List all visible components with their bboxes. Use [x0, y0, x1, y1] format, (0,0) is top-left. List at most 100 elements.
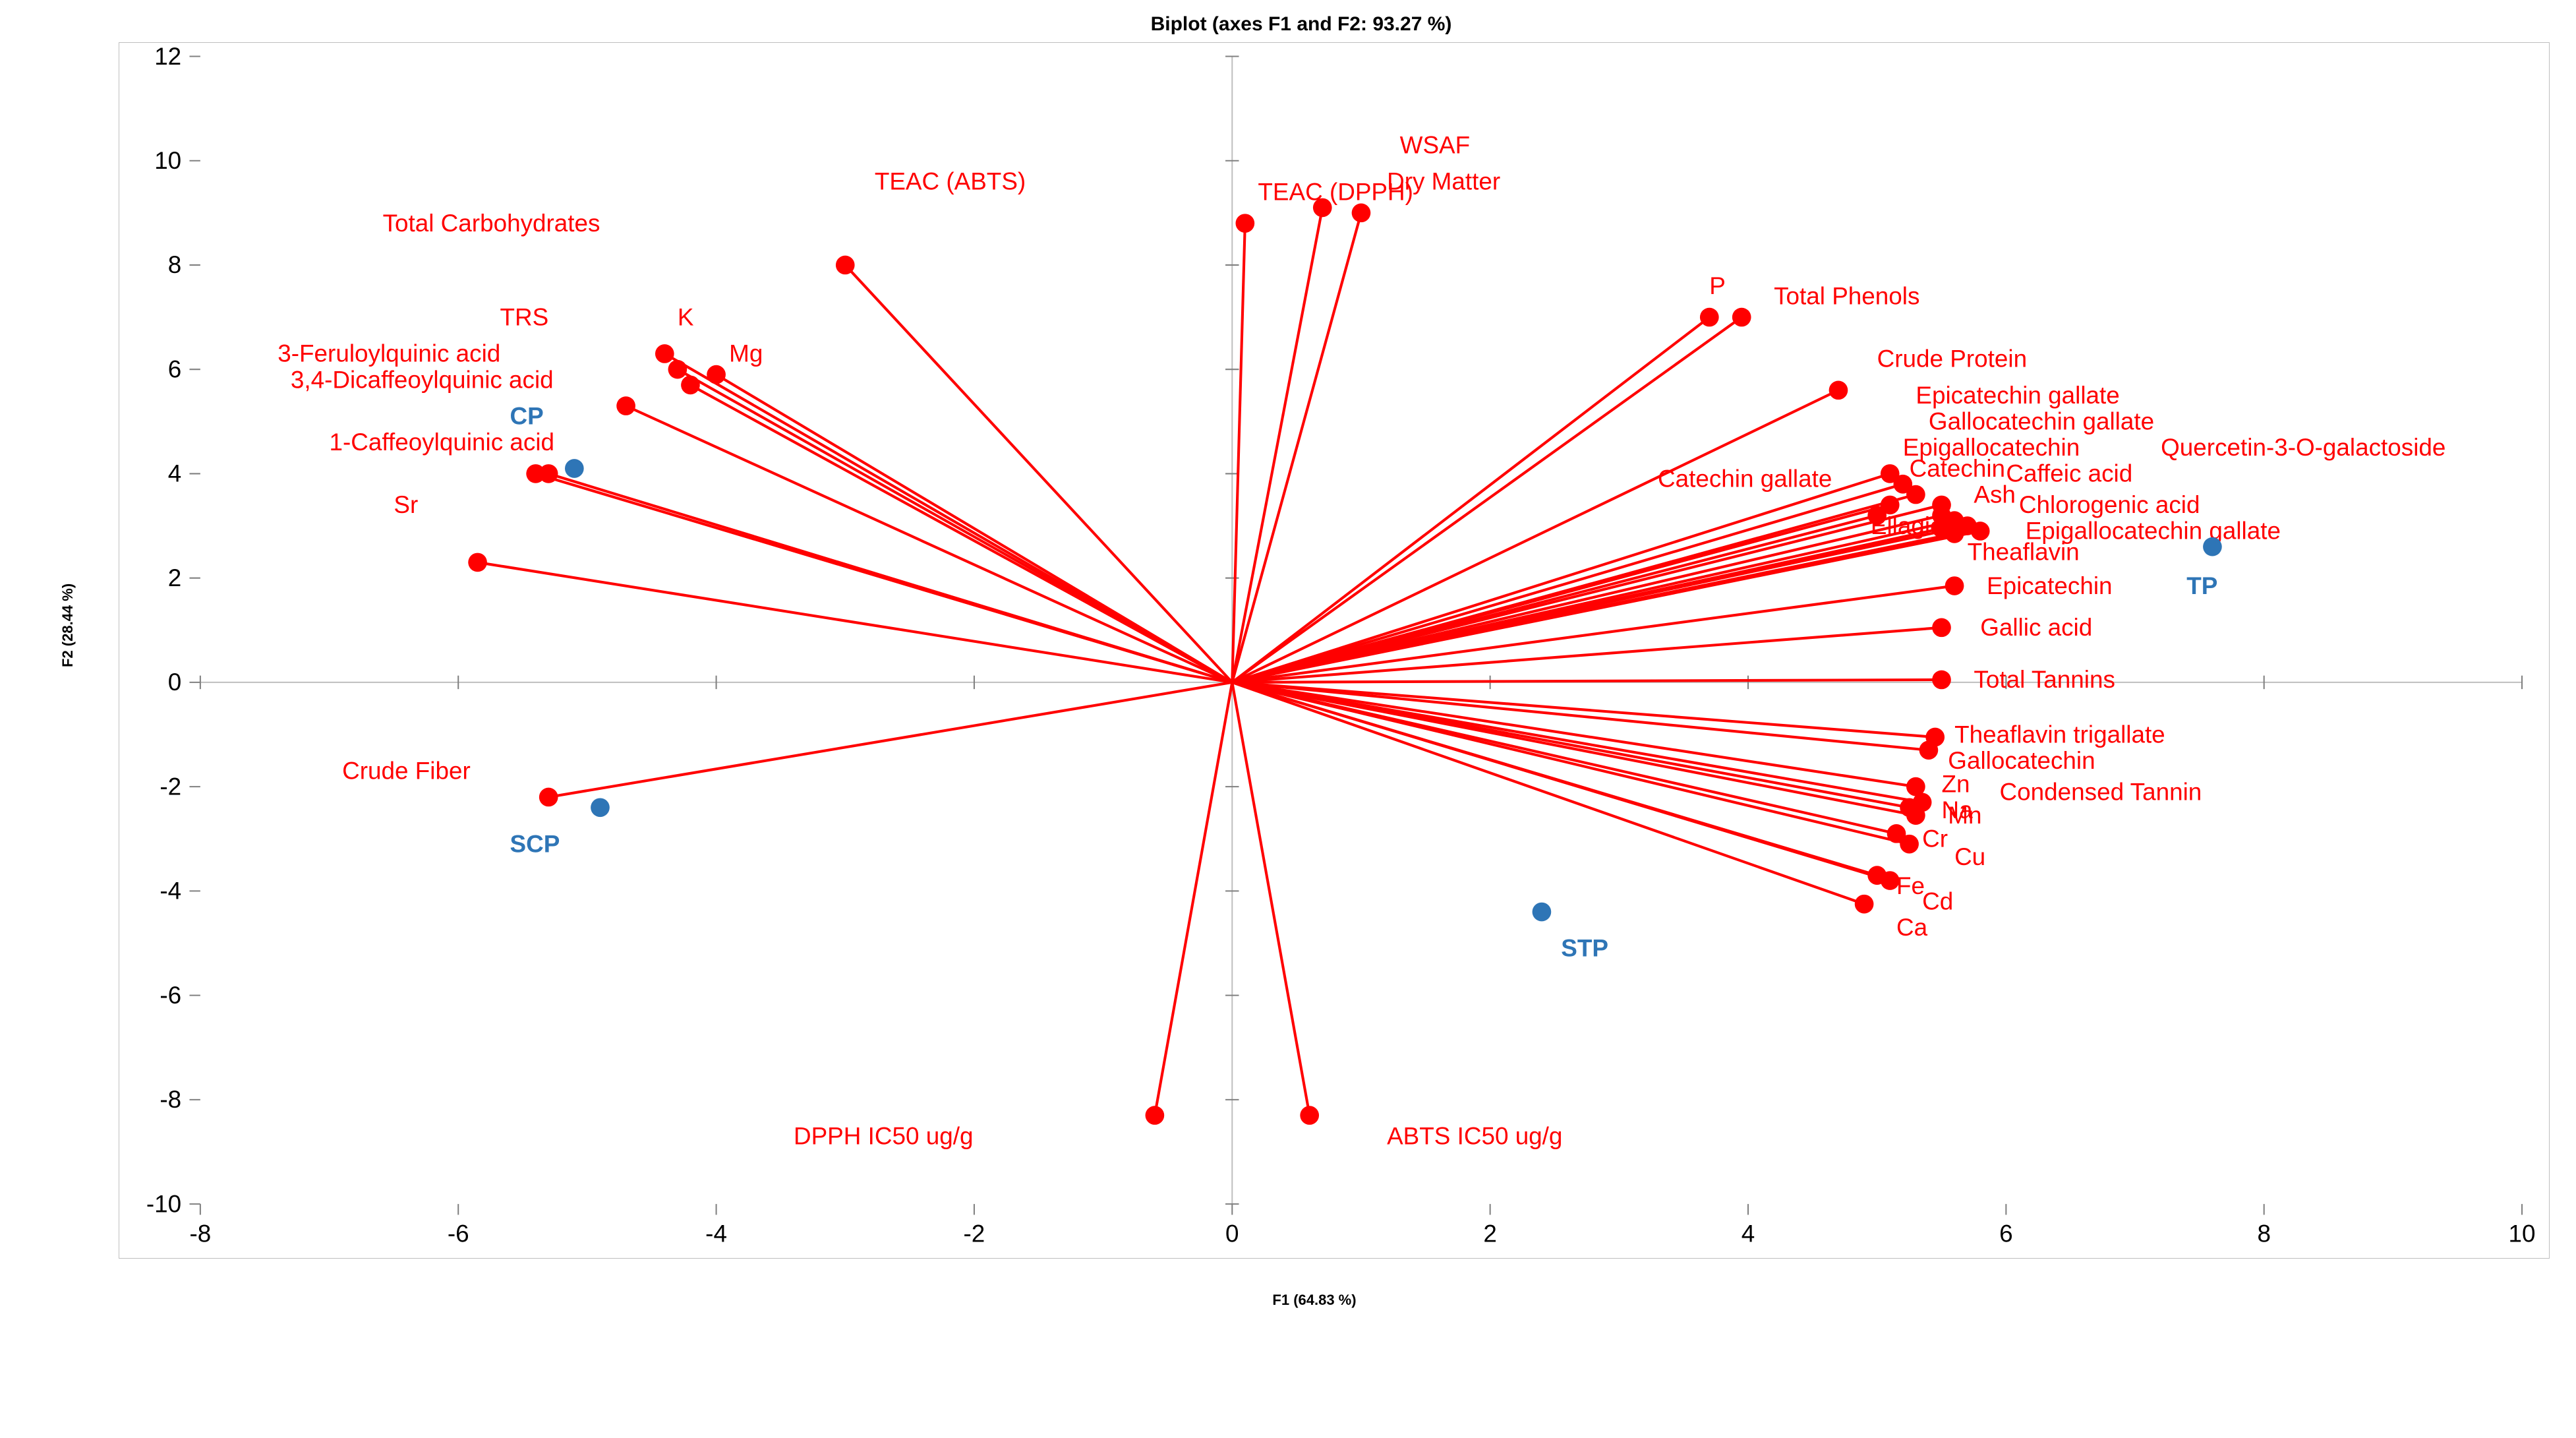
- chart-title: Biplot (axes F1 and F2: 93.27 %): [53, 13, 2550, 36]
- biplot-container: Biplot (axes F1 and F2: 93.27 %) F2 (28.…: [0, 0, 2576, 1335]
- loading-point: [1906, 485, 1925, 504]
- loading-label: Total Tannins: [1974, 666, 2115, 693]
- loading-point: [1829, 381, 1848, 400]
- loading-label: Chlorogenic acid: [2019, 491, 2200, 518]
- loading-vector: [1232, 473, 1890, 682]
- loading-point: [1352, 203, 1371, 222]
- loading-point: [1900, 835, 1919, 854]
- loading-label: Caffeic acid: [2006, 460, 2132, 487]
- loading-point: [526, 464, 545, 483]
- x-tick-label: 4: [1742, 1220, 1755, 1247]
- loading-point: [539, 788, 558, 807]
- loading-label: Catechin gallate: [1658, 465, 1832, 493]
- x-tick-label: -8: [189, 1220, 211, 1247]
- loading-label: 3-Feruloylquinic acid: [278, 340, 500, 367]
- loading-vector: [536, 473, 1233, 682]
- loading-point: [468, 553, 487, 572]
- y-tick-label: 4: [168, 460, 182, 487]
- y-tick-label: 0: [168, 669, 182, 696]
- loading-label: Cd: [1922, 887, 1953, 914]
- loading-label: Theaflavin: [1968, 538, 2080, 565]
- loading-point: [1313, 198, 1332, 218]
- loading-vector: [1232, 682, 1309, 1116]
- loading-point: [1300, 1106, 1319, 1125]
- loading-point: [1945, 576, 1964, 595]
- y-tick-label: -6: [160, 982, 181, 1009]
- x-tick-label: 10: [2509, 1220, 2536, 1247]
- x-tick-label: 6: [1999, 1220, 2013, 1247]
- loading-label: Dry Matter: [1387, 168, 1500, 195]
- y-axis-label: F2 (28.44 %): [59, 583, 76, 667]
- loading-point: [1236, 214, 1255, 233]
- loading-label: Total Phenols: [1774, 283, 1919, 310]
- y-tick-label: -8: [160, 1086, 181, 1113]
- x-tick-label: 8: [2257, 1220, 2271, 1247]
- loading-vector: [626, 406, 1233, 682]
- loading-label: Zn: [1942, 770, 1970, 797]
- loading-vector: [1232, 682, 1916, 787]
- loading-point: [1945, 524, 1964, 543]
- loading-point: [616, 396, 635, 415]
- y-tick-label: 6: [168, 355, 182, 382]
- loading-point: [836, 256, 855, 275]
- loading-label: Crude Protein: [1877, 345, 2027, 373]
- y-tick-label: -10: [146, 1190, 181, 1217]
- loading-vector: [548, 682, 1232, 797]
- y-tick-label: 12: [154, 43, 181, 70]
- plot-svg: -8-6-4-20246810-10-8-6-4-2024681012TEAC …: [119, 43, 2549, 1258]
- loading-label: 3,4-Dicaffeoylquinic acid: [291, 366, 554, 393]
- y-tick-label: 8: [168, 251, 182, 278]
- loading-label: Quercetin-3-O-galactoside: [2161, 434, 2445, 461]
- loading-label: ABTS IC50 ug/g: [1387, 1123, 1562, 1150]
- loading-label: Ash: [1974, 481, 2016, 508]
- loading-label: Total Carbohydrates: [383, 210, 600, 237]
- loading-point: [681, 376, 700, 395]
- loading-label: Condensed Tannin: [2000, 778, 2202, 805]
- loading-point: [1855, 895, 1874, 914]
- y-tick-label: -2: [160, 773, 181, 800]
- x-tick-label: 0: [1225, 1220, 1239, 1247]
- loading-vector: [1232, 224, 1245, 682]
- loading-vector: [717, 374, 1233, 682]
- loading-label: Catechin: [1910, 455, 2005, 482]
- loading-label: Fe: [1896, 872, 1925, 899]
- loading-label: Gallocatechin gallate: [1929, 408, 2154, 435]
- score-label: STP: [1561, 935, 1608, 962]
- x-tick-label: -6: [448, 1220, 469, 1247]
- x-tick-label: -4: [705, 1220, 727, 1247]
- loading-point: [1732, 308, 1751, 327]
- loading-vector: [1232, 682, 1929, 750]
- x-tick-label: 2: [1483, 1220, 1497, 1247]
- score-label: TP: [2186, 572, 2217, 599]
- loading-vector: [1232, 484, 1903, 682]
- loading-vector: [1232, 682, 1864, 904]
- loading-label: WSAF: [1400, 131, 1470, 158]
- loading-label: Mn: [1948, 802, 1981, 829]
- y-tick-label: 2: [168, 564, 182, 591]
- plot-area: -8-6-4-20246810-10-8-6-4-2024681012TEAC …: [119, 42, 2550, 1259]
- loading-point: [655, 344, 674, 363]
- loading-label: Epicatechin gallate: [1916, 382, 2119, 409]
- loading-label: 1-Caffeoylquinic acid: [330, 429, 554, 456]
- loading-point: [1919, 740, 1939, 760]
- loading-label: Cu: [1954, 843, 1985, 870]
- loading-label: Cr: [1922, 825, 1948, 853]
- loading-label: DPPH IC50 ug/g: [794, 1123, 973, 1150]
- loading-vector: [1155, 682, 1232, 1116]
- score-point: [1533, 903, 1552, 922]
- loading-label: K: [678, 303, 694, 330]
- loading-label: TRS: [500, 303, 548, 330]
- loading-point: [668, 360, 688, 379]
- score-point: [2203, 537, 2222, 556]
- loading-label: Ca: [1896, 914, 1928, 941]
- loading-label: Sr: [394, 491, 418, 518]
- loading-vector: [690, 385, 1232, 682]
- loading-vector: [1232, 682, 1935, 737]
- x-tick-label: -2: [964, 1220, 985, 1247]
- loading-label: Mg: [729, 340, 763, 367]
- loading-label: P: [1709, 272, 1726, 299]
- loading-point: [1906, 806, 1925, 825]
- loading-vector: [1232, 682, 1916, 816]
- loading-label: Epicatechin: [1987, 572, 2113, 599]
- loading-label: Ellagic: [1871, 512, 1943, 539]
